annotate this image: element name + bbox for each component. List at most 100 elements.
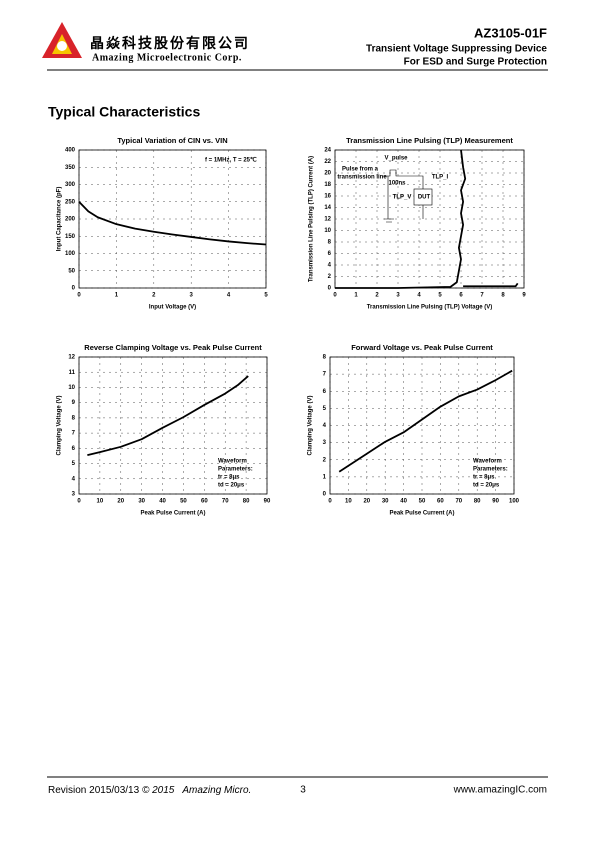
- annotation: f = 1MHz, T = 25℃: [205, 157, 257, 164]
- y-tick-label: 20: [324, 171, 331, 177]
- x-tick-label: 4: [417, 293, 421, 299]
- x-tick-label: 3: [190, 293, 194, 299]
- y-tick-label: 12: [324, 217, 331, 223]
- x-tick-label: 70: [222, 499, 229, 505]
- y-tick-label: 150: [65, 234, 76, 240]
- x-tick-label: 60: [437, 499, 444, 505]
- plot-frame: [78, 149, 267, 289]
- subtitle: Transient Voltage Suppressing Device: [366, 44, 547, 55]
- x-tick-label: 100: [509, 499, 520, 505]
- annotation: td = 20μs: [473, 483, 500, 489]
- annotation: td = 20μs: [218, 483, 245, 489]
- y-axis-label: Input Capacitance (pF): [57, 187, 63, 252]
- x-tick-label: 5: [264, 293, 268, 299]
- y-tick-label: 10: [68, 385, 75, 391]
- x-tick-label: 60: [201, 499, 208, 505]
- y-tick-label: 0: [323, 492, 327, 498]
- y-tick-label: 4: [72, 476, 76, 482]
- section-title: Typical Characteristics: [48, 104, 200, 120]
- data-line: [87, 375, 249, 457]
- y-tick-label: 300: [65, 182, 76, 188]
- y-tick-label: 22: [324, 159, 331, 165]
- y-axis-label: Clamping Voltage (V): [57, 396, 63, 456]
- chart-title: Reverse Clamping Voltage vs. Peak Pulse …: [84, 343, 262, 352]
- plot-frame: [78, 356, 268, 495]
- y-tick-label: 18: [324, 182, 331, 188]
- annotation: 100ns: [388, 181, 406, 187]
- y-axis-label: Transmission Line Pulsing (TLP) Current …: [309, 156, 315, 282]
- annotation: tr = 8μs: [218, 475, 240, 481]
- y-tick-label: 24: [324, 148, 331, 154]
- x-tick-label: 30: [138, 499, 145, 505]
- y-tick-label: 16: [324, 194, 331, 200]
- y-tick-label: 1: [323, 474, 327, 480]
- x-tick-label: 1: [115, 293, 119, 299]
- annotation: V_pulse: [384, 156, 408, 162]
- x-tick-label: 8: [501, 293, 505, 299]
- y-tick-label: 350: [65, 165, 76, 171]
- x-tick-label: 50: [419, 499, 426, 505]
- y-tick-label: 200: [65, 217, 76, 223]
- y-tick-label: 250: [65, 199, 76, 205]
- chart-title: Forward Voltage vs. Peak Pulse Current: [351, 343, 493, 352]
- x-tick-label: 7: [480, 293, 484, 299]
- plot-frame: [329, 356, 515, 495]
- y-tick-label: 50: [68, 268, 75, 274]
- y-tick-label: 3: [323, 440, 327, 446]
- x-tick-label: 0: [328, 499, 332, 505]
- y-tick-label: 14: [324, 205, 331, 211]
- annotation: TLP_V: [393, 195, 412, 201]
- y-tick-label: 4: [323, 423, 327, 429]
- annotation: Waveform: [218, 459, 247, 465]
- y-tick-label: 10: [324, 228, 331, 234]
- x-tick-label: 50: [180, 499, 187, 505]
- x-tick-label: 4: [227, 293, 231, 299]
- annotation: tr = 8μs: [473, 475, 495, 481]
- y-tick-label: 400: [65, 148, 76, 154]
- website: www.amazingIC.com: [453, 785, 547, 796]
- y-tick-label: 3: [72, 492, 76, 498]
- y-tick-label: 6: [72, 446, 76, 452]
- logo: [42, 22, 82, 58]
- y-tick-label: 12: [68, 355, 75, 361]
- y-tick-label: 4: [328, 263, 332, 269]
- x-tick-label: 20: [363, 499, 370, 505]
- annotation: TLP_I: [432, 175, 449, 181]
- x-tick-label: 2: [152, 293, 156, 299]
- y-axis-label: Clamping Voltage (V): [308, 396, 314, 456]
- annotation: Parameters:: [473, 467, 508, 473]
- annotation: Pulse from a: [342, 167, 379, 173]
- x-tick-label: 9: [522, 293, 526, 299]
- y-tick-label: 8: [323, 355, 327, 361]
- y-tick-label: 7: [72, 431, 76, 437]
- x-tick-label: 3: [396, 293, 400, 299]
- y-tick-label: 7: [323, 372, 327, 378]
- x-tick-label: 1: [354, 293, 358, 299]
- part-number: AZ3105-01F: [474, 25, 547, 40]
- x-tick-label: 80: [474, 499, 481, 505]
- y-tick-label: 2: [323, 457, 327, 463]
- y-tick-label: 0: [72, 286, 76, 292]
- y-tick-label: 9: [72, 400, 76, 406]
- annotation: transmission line: [337, 175, 387, 181]
- chart-title: Typical Variation of CIN vs. VIN: [117, 136, 227, 145]
- data-line: [338, 369, 513, 473]
- y-tick-label: 2: [328, 274, 332, 280]
- x-tick-label: 40: [400, 499, 407, 505]
- page-number: 3: [300, 785, 306, 796]
- y-tick-label: 6: [323, 389, 327, 395]
- x-tick-label: 30: [382, 499, 389, 505]
- x-axis-label: Transmission Line Pulsing (TLP) Voltage …: [367, 305, 493, 311]
- x-tick-label: 0: [77, 293, 81, 299]
- x-tick-label: 40: [159, 499, 166, 505]
- x-axis-label: Peak Pulse Current (A): [140, 511, 205, 517]
- y-tick-label: 8: [72, 415, 76, 421]
- company-en: Amazing Microelectronic Corp.: [92, 52, 242, 63]
- x-tick-label: 80: [243, 499, 250, 505]
- x-tick-label: 90: [264, 499, 271, 505]
- y-tick-label: 11: [69, 370, 76, 376]
- y-tick-label: 5: [323, 406, 327, 412]
- x-tick-label: 6: [459, 293, 463, 299]
